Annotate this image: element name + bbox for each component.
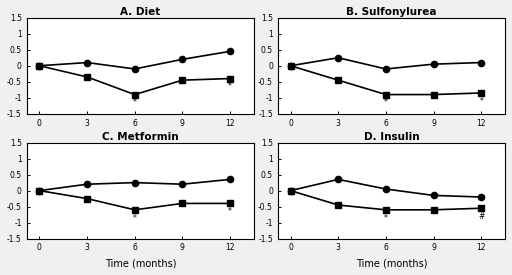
- X-axis label: Time (months): Time (months): [104, 258, 176, 268]
- Text: *: *: [228, 207, 232, 216]
- Title: D. Insulin: D. Insulin: [364, 132, 419, 142]
- Title: C. Metformin: C. Metformin: [102, 132, 179, 142]
- Title: A. Diet: A. Diet: [120, 7, 160, 17]
- Title: B. Sulfonylurea: B. Sulfonylurea: [346, 7, 437, 17]
- Text: #: #: [478, 212, 484, 221]
- X-axis label: Time (months): Time (months): [356, 258, 427, 268]
- Text: *: *: [228, 82, 232, 91]
- Text: *: *: [479, 97, 483, 106]
- Text: *: *: [384, 98, 388, 108]
- Text: *: *: [133, 98, 137, 108]
- Text: *: *: [384, 214, 388, 223]
- Text: *: *: [133, 214, 137, 223]
